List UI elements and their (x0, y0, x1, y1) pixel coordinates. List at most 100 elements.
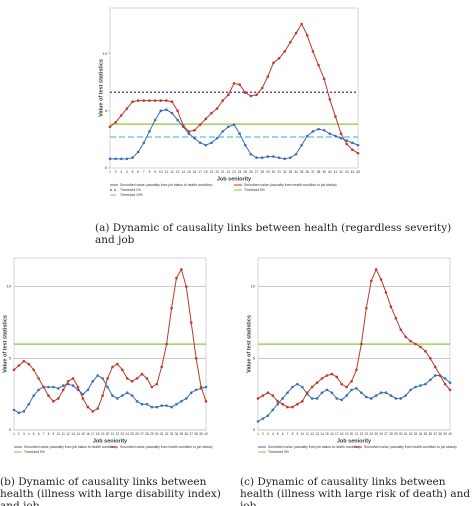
x-tick-label: 21 (221, 170, 225, 174)
x-tick-label: 2 (115, 170, 117, 174)
point (180, 400, 183, 403)
x-tick-label: 33 (170, 432, 174, 436)
point (165, 108, 168, 112)
x-tick-label: 9 (154, 170, 156, 174)
point (317, 127, 320, 131)
x-tick-label: 6 (282, 432, 284, 436)
series-line (13, 374, 207, 414)
x-tick-label: 7 (43, 432, 45, 436)
point (374, 394, 378, 397)
x-tick-label: 25 (243, 170, 247, 174)
point (360, 342, 363, 346)
x-tick-label: 26 (249, 170, 253, 174)
point (32, 368, 35, 372)
point (272, 155, 275, 158)
point (369, 279, 373, 283)
x-tick-label: 38 (194, 432, 198, 436)
point (328, 132, 332, 136)
y-axis-label: Value of test statistics (98, 59, 104, 117)
x-tick-label: 1 (109, 170, 111, 174)
x-tick-label: 18 (340, 432, 344, 436)
x-tick-label: 18 (204, 170, 208, 174)
point (130, 379, 134, 383)
point (296, 402, 299, 406)
point (249, 152, 253, 156)
point (394, 316, 398, 320)
x-tick-label: 43 (345, 170, 349, 174)
x-tick-label: 30 (155, 432, 159, 436)
point (320, 391, 324, 395)
point (243, 91, 247, 94)
point (194, 388, 198, 392)
point (300, 143, 303, 147)
point (119, 157, 123, 161)
point (305, 134, 309, 138)
x-tick-label: 38 (438, 432, 442, 436)
point (345, 139, 349, 142)
x-tick-label: 32 (409, 432, 413, 436)
point (210, 111, 213, 115)
point (443, 377, 447, 380)
point (351, 148, 354, 152)
x-tick-label: 11 (165, 170, 169, 174)
point (81, 392, 85, 396)
x-tick-label: 11 (62, 432, 66, 436)
x-tick-label: 12 (310, 432, 314, 436)
y-axis-label: Value of test statistics (246, 315, 252, 373)
point (379, 278, 383, 281)
point (180, 268, 183, 271)
point (345, 142, 349, 146)
x-tick-label: 13 (315, 432, 319, 436)
x-tick-label: 21 (111, 432, 115, 436)
point (119, 114, 123, 117)
point (187, 132, 191, 136)
point (170, 100, 174, 104)
x-axis-label: Job seniority (337, 438, 372, 444)
x-tick-label: 24 (238, 170, 242, 174)
point (160, 365, 163, 369)
point (339, 136, 343, 140)
point (356, 143, 360, 147)
point (42, 385, 45, 389)
point (125, 377, 129, 380)
point (108, 157, 112, 161)
point (159, 109, 163, 113)
point (187, 130, 191, 133)
point (193, 136, 196, 140)
point (96, 407, 99, 410)
point (148, 99, 151, 102)
x-tick-label: 19 (210, 170, 214, 174)
point (101, 394, 104, 397)
point (116, 397, 119, 400)
point (204, 143, 208, 147)
x-tick-label: 30 (272, 170, 276, 174)
x-tick-label: 29 (394, 432, 398, 436)
point (189, 391, 193, 395)
x-tick-label: 7 (287, 432, 289, 436)
point (76, 385, 80, 389)
point (424, 382, 427, 386)
point (266, 155, 270, 158)
x-tick-label: 7 (143, 170, 145, 174)
point (433, 365, 437, 369)
point (136, 150, 140, 154)
x-tick-label: 21 (355, 432, 359, 436)
x-tick-label: 10 (159, 170, 163, 174)
x-tick-label: 2 (262, 432, 264, 436)
point (135, 400, 139, 403)
x-tick-label: 40 (204, 432, 208, 436)
point (311, 130, 315, 133)
point (325, 388, 329, 392)
point (365, 306, 368, 310)
x-tick-label: 22 (116, 432, 120, 436)
point (12, 408, 16, 412)
x-tick-label: 13 (71, 432, 75, 436)
point (399, 397, 403, 400)
point (345, 385, 348, 389)
point (155, 382, 159, 386)
x-tick-label: 34 (294, 170, 298, 174)
legend-label: Smoothed value (causality from job statu… (24, 445, 117, 449)
point (414, 385, 417, 389)
x-axis-label: Job seniority (93, 438, 128, 444)
point (277, 156, 281, 160)
